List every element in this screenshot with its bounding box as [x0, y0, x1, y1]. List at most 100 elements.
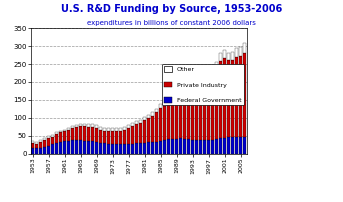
Bar	[232, 60, 235, 137]
Bar	[55, 132, 58, 134]
Bar	[51, 144, 55, 154]
Bar	[208, 82, 211, 140]
Bar	[115, 131, 118, 144]
Bar	[147, 142, 151, 154]
Bar	[35, 143, 38, 148]
Bar	[59, 142, 62, 154]
Bar	[51, 135, 55, 137]
Bar	[199, 140, 202, 154]
Bar	[43, 147, 46, 154]
Bar	[151, 142, 154, 154]
Bar	[179, 92, 182, 97]
Bar	[39, 140, 43, 142]
Bar	[172, 96, 175, 101]
Bar	[47, 136, 50, 138]
Bar	[244, 137, 247, 154]
Bar	[83, 126, 86, 141]
Bar	[119, 144, 122, 154]
Bar	[91, 124, 94, 127]
Bar	[227, 137, 230, 154]
Bar	[235, 57, 238, 137]
Bar	[244, 43, 247, 53]
Bar	[199, 86, 202, 92]
Bar	[95, 128, 98, 142]
Text: U.S. R&D Funding by Source, 1953-2006: U.S. R&D Funding by Source, 1953-2006	[61, 4, 282, 14]
Bar	[143, 143, 146, 154]
Bar	[155, 109, 158, 112]
Bar	[184, 97, 187, 139]
Bar	[95, 142, 98, 154]
Bar	[39, 148, 43, 154]
Bar	[75, 127, 79, 140]
Bar	[184, 139, 187, 154]
Bar	[59, 131, 62, 132]
Bar	[187, 139, 190, 154]
Bar	[59, 132, 62, 142]
Bar	[135, 124, 139, 143]
Bar	[163, 106, 166, 140]
Bar	[111, 144, 115, 154]
Bar	[43, 140, 46, 147]
Bar	[196, 95, 199, 140]
Bar	[115, 144, 118, 154]
Bar	[175, 139, 178, 154]
Bar	[223, 138, 226, 154]
Bar	[227, 53, 230, 60]
Bar	[35, 142, 38, 143]
Bar	[208, 76, 211, 82]
Bar	[55, 143, 58, 154]
Bar	[127, 128, 130, 144]
Bar	[211, 140, 214, 154]
Bar	[75, 140, 79, 154]
Bar	[187, 96, 190, 139]
Bar	[67, 141, 70, 154]
Bar	[47, 138, 50, 146]
Bar	[239, 137, 243, 154]
Bar	[31, 148, 34, 154]
Bar	[151, 112, 154, 116]
Bar	[35, 148, 38, 154]
Bar	[51, 137, 55, 144]
Bar	[111, 131, 115, 144]
Bar	[220, 61, 223, 138]
Bar	[143, 120, 146, 143]
Bar	[111, 128, 115, 131]
Bar	[31, 143, 34, 148]
Bar	[159, 108, 163, 141]
Bar	[115, 128, 118, 131]
Bar	[175, 98, 178, 139]
Bar	[99, 143, 103, 154]
Bar	[203, 140, 206, 154]
Bar	[172, 139, 175, 154]
Bar	[211, 77, 214, 140]
Bar	[91, 127, 94, 141]
Bar	[67, 129, 70, 141]
Bar	[199, 92, 202, 140]
Bar	[151, 116, 154, 142]
Bar	[215, 69, 218, 139]
Bar	[179, 139, 182, 154]
Bar	[159, 141, 163, 154]
Bar	[79, 140, 82, 154]
Bar	[184, 92, 187, 97]
Bar	[47, 146, 50, 154]
Bar	[71, 128, 74, 140]
Bar	[227, 60, 230, 137]
Bar	[63, 129, 67, 131]
Bar	[31, 141, 34, 143]
Bar	[139, 143, 142, 154]
Bar	[127, 144, 130, 154]
Bar	[43, 139, 46, 140]
Bar	[103, 128, 106, 131]
Bar	[211, 70, 214, 77]
Bar	[139, 120, 142, 123]
Bar	[75, 125, 79, 127]
Bar	[63, 131, 67, 141]
Bar	[71, 140, 74, 154]
Bar	[175, 93, 178, 98]
Bar	[107, 143, 110, 154]
Bar	[147, 118, 151, 142]
Bar	[87, 127, 91, 141]
Bar	[87, 124, 91, 127]
Bar	[103, 143, 106, 154]
